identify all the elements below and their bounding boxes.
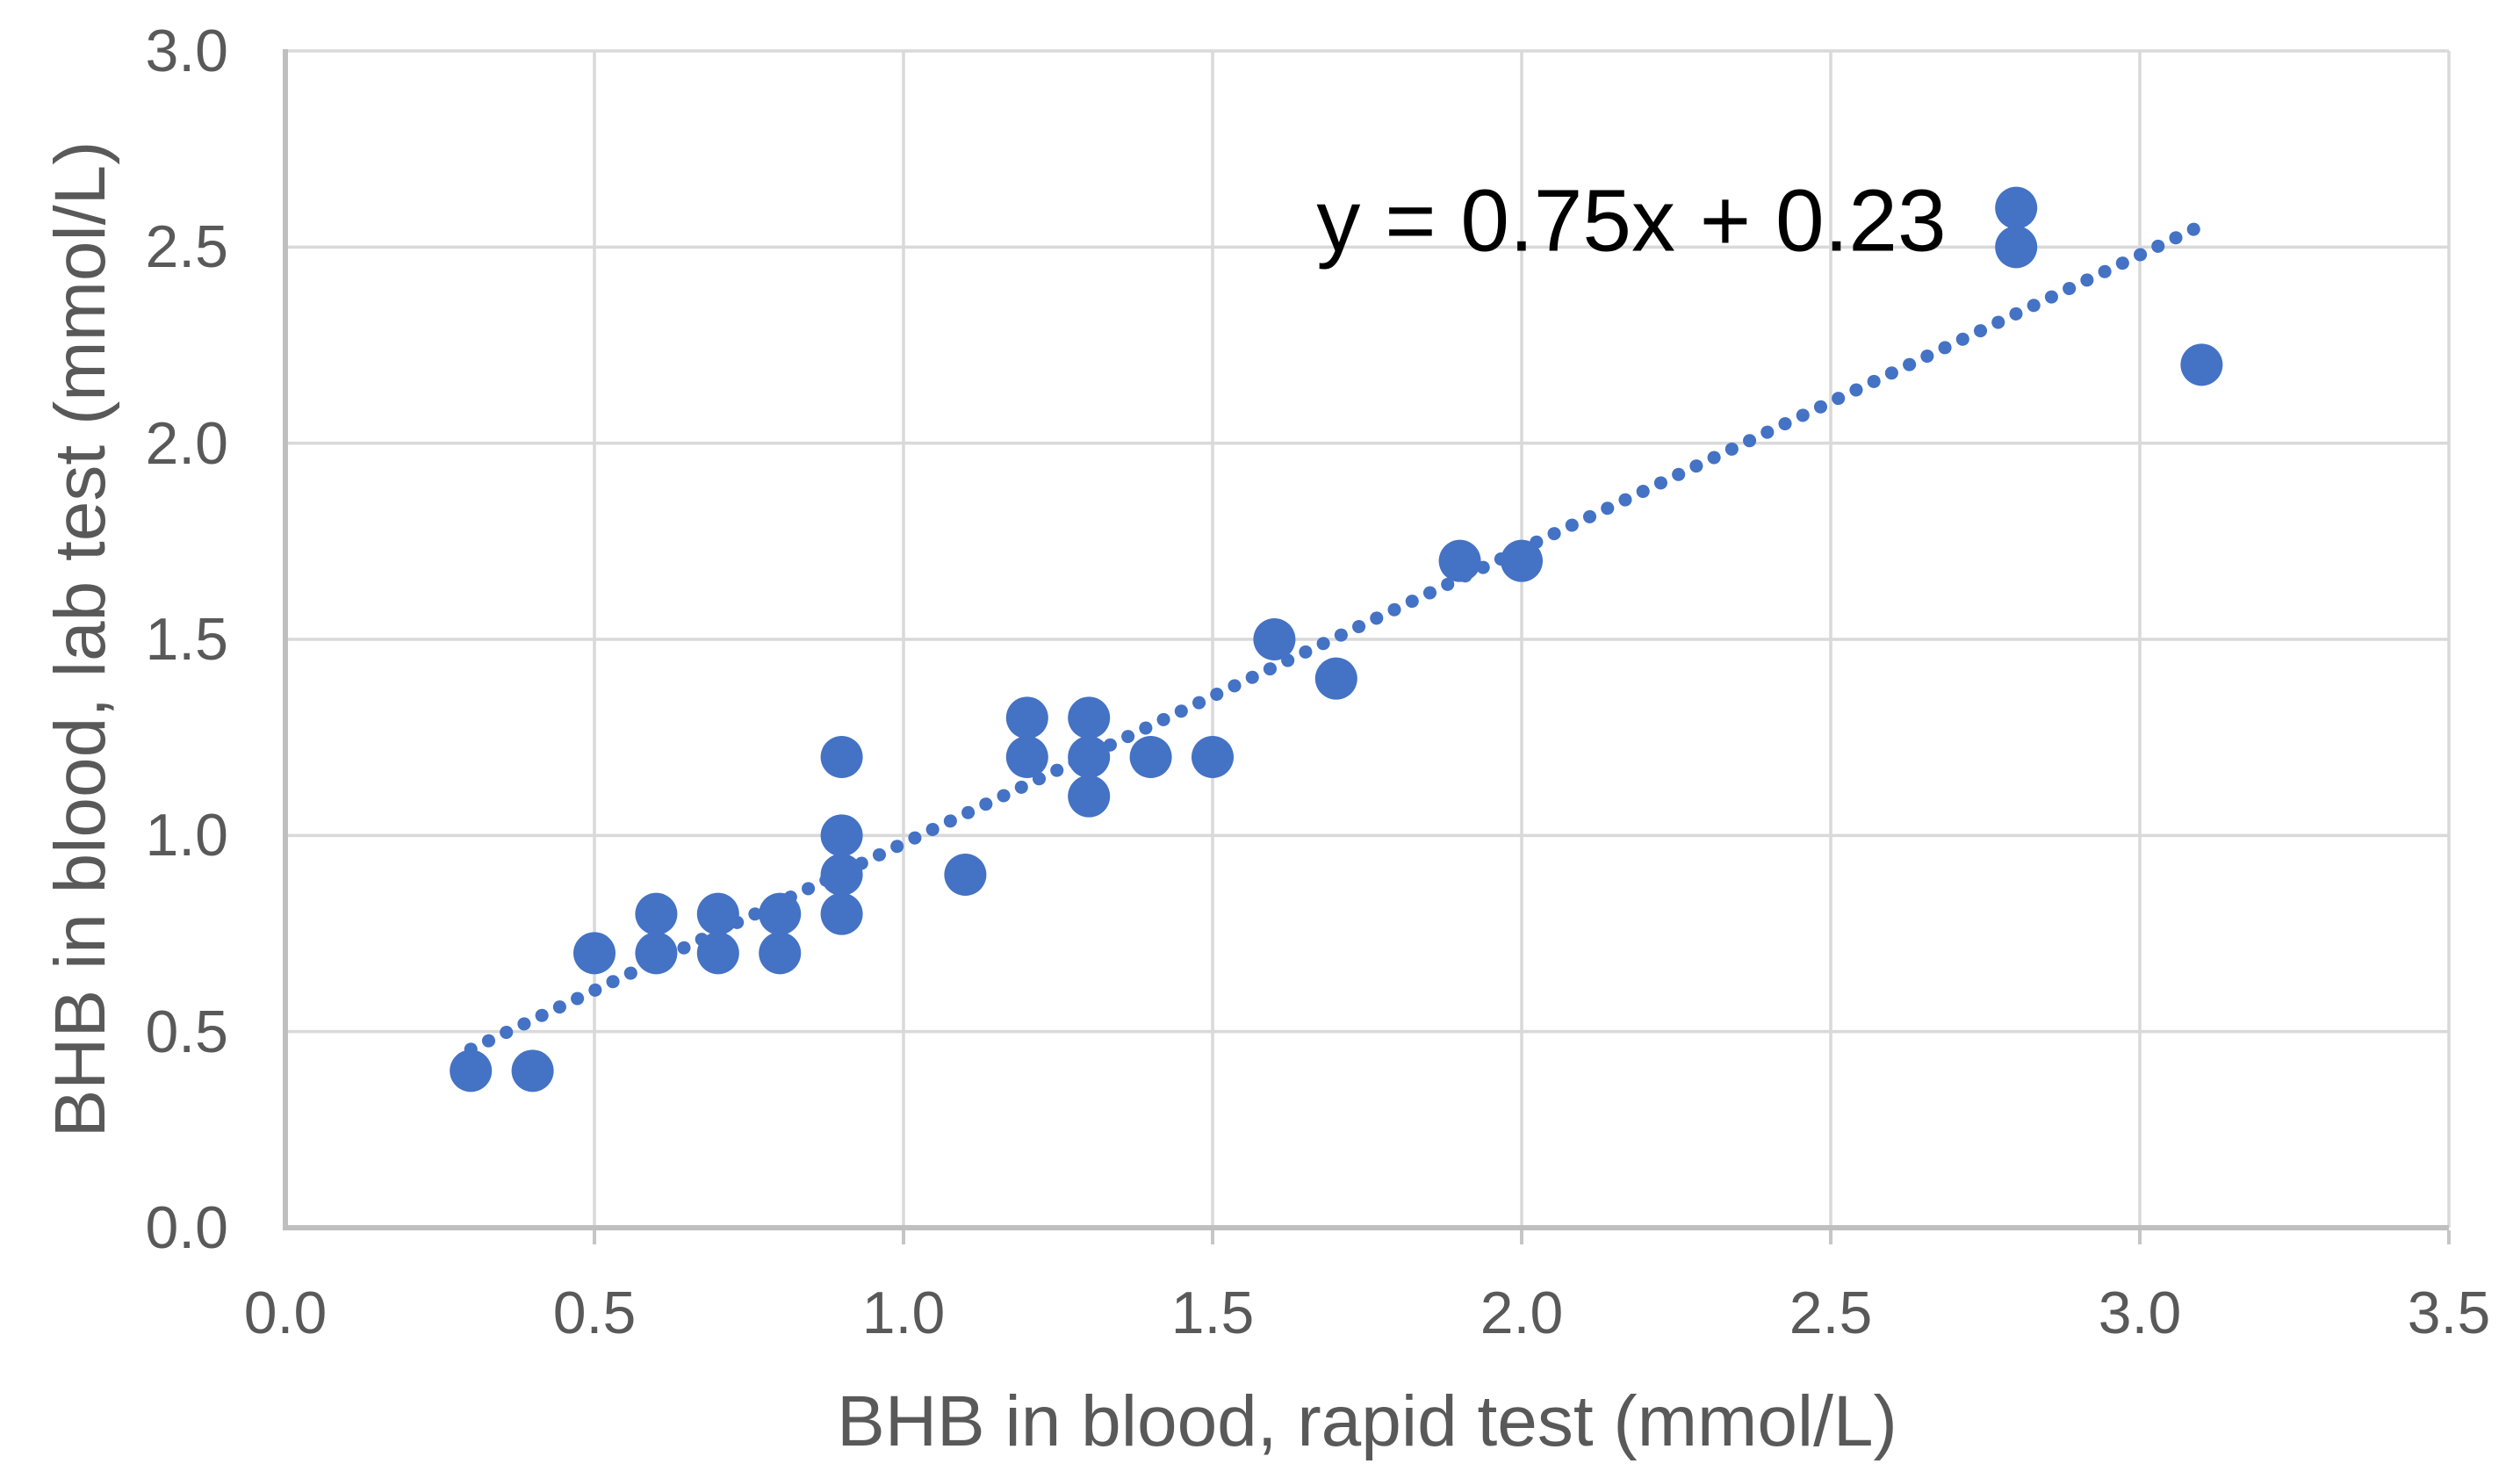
data-point xyxy=(1005,736,1048,778)
data-point xyxy=(1068,775,1111,818)
x-tick-label: 0.5 xyxy=(552,1280,637,1346)
y-tick-label: 1.0 xyxy=(145,802,228,869)
gridlines xyxy=(285,49,2451,1228)
data-point xyxy=(696,932,739,975)
trendline xyxy=(464,219,2208,1056)
data-point xyxy=(696,892,739,935)
data-point xyxy=(450,1049,493,1092)
x-tick-label: 2.5 xyxy=(1789,1280,1873,1346)
data-point xyxy=(1438,539,1481,582)
data-point xyxy=(2180,343,2223,386)
data-point xyxy=(635,892,678,935)
x-tick-label: 2.0 xyxy=(1480,1280,1564,1346)
data-point xyxy=(1314,657,1357,700)
data-point xyxy=(1501,539,1543,582)
data-point xyxy=(1253,618,1296,660)
dotted-trendline xyxy=(464,219,2208,1056)
y-tick-label: 0.0 xyxy=(145,1194,228,1261)
y-axis-title: BHB in blood, lab test (mmol/L) xyxy=(40,141,120,1138)
x-tick-label: 1.0 xyxy=(861,1280,946,1346)
data-point xyxy=(511,1049,554,1092)
x-tick-label: 3.5 xyxy=(2407,1280,2491,1346)
x-axis-tick-marks xyxy=(593,1230,2451,1244)
x-tick-label: 3.0 xyxy=(2098,1280,2182,1346)
y-tick-label: 2.0 xyxy=(145,409,228,477)
x-axis-title: BHB in blood, rapid test (mmol/L) xyxy=(837,1381,1897,1461)
data-point xyxy=(1995,226,2038,269)
y-tick-label: 0.5 xyxy=(145,998,228,1065)
axis-lines xyxy=(283,49,2449,1230)
data-point xyxy=(1129,736,1172,778)
data-point xyxy=(573,932,616,975)
data-point xyxy=(820,814,863,857)
data-point xyxy=(1005,696,1048,739)
trendline-equation-label: y = 0.75x + 0.23 xyxy=(1316,171,1947,270)
data-point xyxy=(759,932,802,975)
data-point xyxy=(1192,736,1234,778)
x-tick-label: 0.0 xyxy=(243,1280,328,1346)
data-point xyxy=(944,854,987,896)
y-tick-label: 1.5 xyxy=(145,606,228,673)
data-point xyxy=(820,892,863,935)
data-point xyxy=(1068,696,1111,739)
y-tick-label: 2.5 xyxy=(145,213,228,281)
data-point xyxy=(820,736,863,778)
data-point xyxy=(1995,186,2038,229)
y-tick-label: 3.0 xyxy=(145,18,228,84)
x-tick-label: 1.5 xyxy=(1170,1280,1255,1346)
